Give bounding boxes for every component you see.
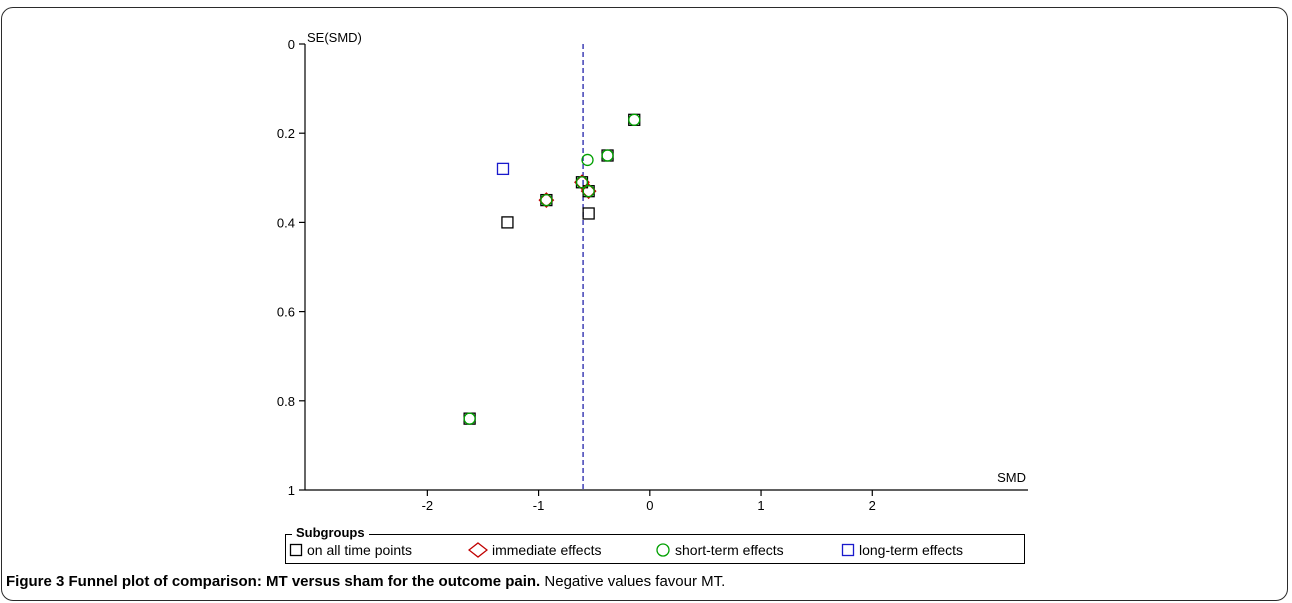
legend-item-short-term-effects: short-term effects	[655, 542, 784, 558]
circle-point	[581, 153, 594, 167]
legend-item-immediate-effects: immediate effects	[468, 542, 601, 558]
y-tick-label: 0.6	[277, 305, 295, 320]
circle-point	[582, 185, 595, 198]
data-points	[463, 113, 641, 425]
legend-label: on all time points	[307, 542, 413, 558]
square-point	[501, 216, 514, 229]
legend-label: long-term effects	[859, 542, 964, 558]
y-tick-label: 0.4	[277, 215, 295, 230]
square-marker-icon	[289, 543, 303, 557]
legend-item-all-time-points: on all time points	[289, 542, 412, 558]
figure-frame	[1, 7, 1288, 601]
legend-title: Subgroups	[292, 525, 369, 541]
y-tick-label: 0.2	[277, 126, 295, 141]
caption-rest: Negative values favour MT.	[540, 573, 726, 590]
circle-point	[628, 113, 641, 126]
x-tick-label: -2	[422, 498, 434, 513]
legend-item-long-term-effects: long-term effects	[841, 542, 963, 558]
figure-caption: Figure 3 Funnel plot of comparison: MT v…	[6, 573, 725, 590]
x-axis-label: SMD	[997, 470, 1026, 485]
y-axis-label: SE(SMD)	[307, 30, 362, 45]
y-tick-label: 0	[288, 37, 295, 52]
x-tick-label: 2	[869, 498, 876, 513]
x-tick-label: -1	[533, 498, 545, 513]
caption-bold: Figure 3 Funnel plot of comparison: MT v…	[6, 573, 541, 590]
legend-label: short-term effects	[675, 542, 784, 558]
x-tick-label: 1	[757, 498, 764, 513]
circle-point	[575, 176, 589, 189]
x-tick-label: 0	[646, 498, 653, 513]
square-point	[582, 207, 595, 220]
legend	[285, 534, 1025, 564]
circle-marker-icon	[656, 543, 670, 557]
circle-point	[601, 149, 614, 162]
diamond-marker-icon	[468, 542, 488, 558]
legend-label: immediate effects	[492, 542, 602, 558]
y-tick-label: 1	[288, 483, 295, 498]
circle-point	[463, 412, 476, 425]
axes: 0 0.2 0.4 0.6 0.8 1 -2 -1 0 1 2 SE(SMD) SMD	[277, 30, 1028, 513]
square-point	[496, 162, 510, 176]
circle-point	[540, 193, 553, 207]
square-marker-icon	[841, 543, 855, 557]
y-tick-label: 0.8	[277, 394, 295, 409]
